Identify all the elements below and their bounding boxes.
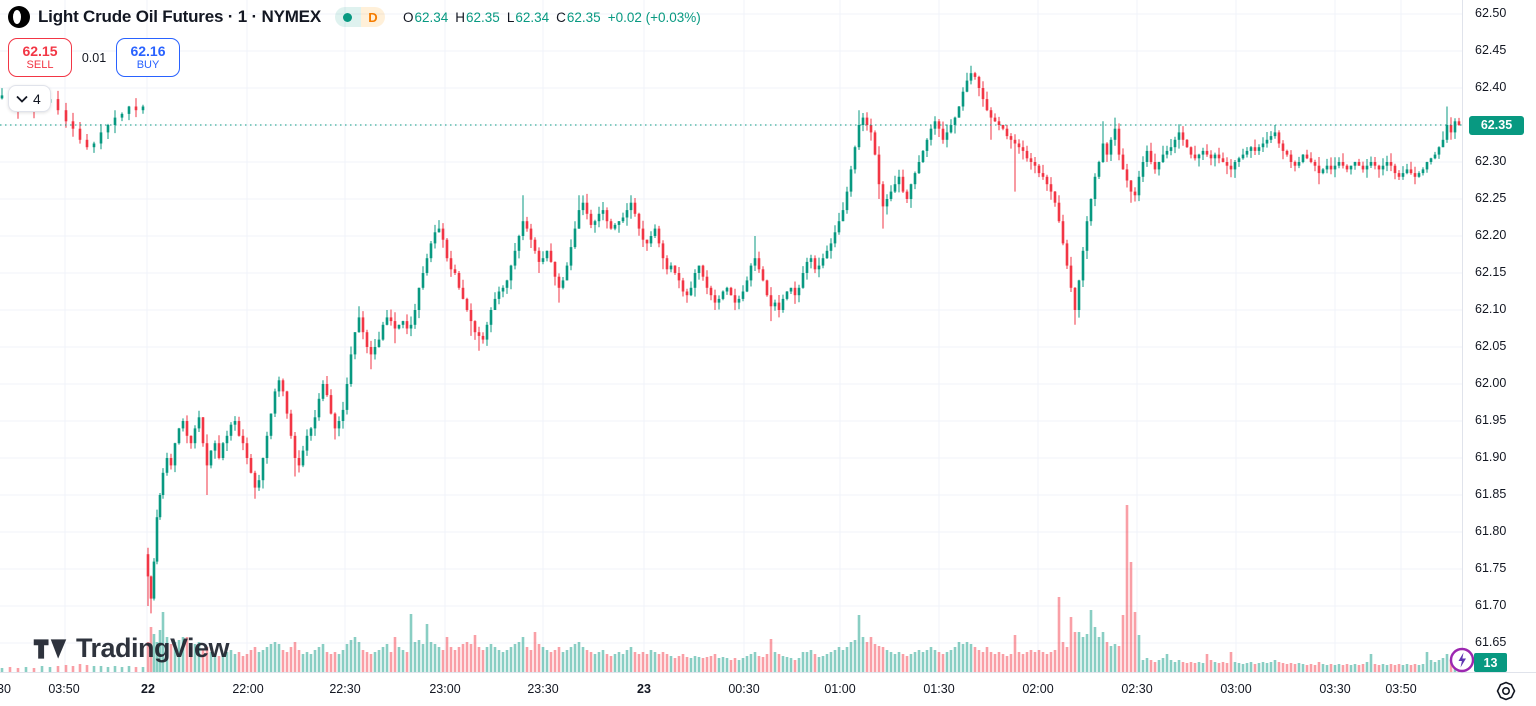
ohlc-item: C62.35 [556,9,601,25]
price-tick-label: 61.85 [1475,487,1507,501]
price-tick-label: 62.30 [1475,154,1507,168]
price-tick-label: 61.75 [1475,561,1507,575]
ohlc-item: H62.35 [455,9,500,25]
time-tick-label: 02:00 [1022,682,1054,696]
time-tick-label: 03:50 [1385,682,1417,696]
price-tick-label: 62.15 [1475,265,1507,279]
time-tick-label: 03:50 [48,682,80,696]
lightning-icon[interactable] [1449,647,1475,673]
price-tick-label: 62.20 [1475,228,1507,242]
buy-label: BUY [136,59,160,72]
buy-button[interactable]: 62.16 BUY [116,38,180,77]
price-tick-label: 62.40 [1475,80,1507,94]
time-tick-label: 22:30 [329,682,361,696]
gear-icon[interactable] [1496,681,1516,701]
time-tick-label: 22:00 [232,682,264,696]
time-tick-label: 00:30 [728,682,760,696]
candlestick-chart[interactable] [0,0,1462,672]
price-tick-label: 62.25 [1475,191,1507,205]
price-tick-label: 61.70 [1475,598,1507,612]
time-tick-label: 03:00 [1220,682,1252,696]
time-tick-label: 30 [0,682,11,696]
price-tick-label: 62.00 [1475,376,1507,390]
price-tick-label: 61.90 [1475,450,1507,464]
volume-badge: 13 [1474,653,1507,672]
price-tick-label: 62.45 [1475,43,1507,57]
time-tick-label: 03:30 [1319,682,1351,696]
tradingview-logo-icon [33,638,67,659]
price-tick-label: 61.95 [1475,413,1507,427]
time-tick-label: 01:30 [923,682,955,696]
current-price-badge: 62.35 [1469,115,1524,135]
time-tick-label: 23 [637,682,651,696]
indicators-count: 4 [33,90,41,107]
time-tick-label: 02:30 [1121,682,1153,696]
price-tick-label: 61.80 [1475,524,1507,538]
price-tick-label: 62.05 [1475,339,1507,353]
tradingview-watermark: TradingView [33,633,230,664]
chart-header: Light Crude Oil Futures · 1 · NYMEX D O6… [8,6,701,28]
sell-price: 62.15 [22,43,58,60]
sell-label: SELL [26,59,54,72]
time-tick-label: 23:00 [429,682,461,696]
buy-price: 62.16 [130,43,166,60]
indicators-collapsed-widget[interactable]: 4 [8,85,51,112]
time-tick-label: 01:00 [824,682,856,696]
time-tick-label: 23:30 [527,682,559,696]
price-axis[interactable]: 62.50 62.45 62.40 62.35 62.30 62.25 62.20 62.15… [1462,0,1536,672]
price-tick-label: 61.65 [1475,635,1507,649]
symbol-logo-icon [8,6,30,28]
delayed-data-badge: D [360,7,385,27]
market-status-pill[interactable]: D [334,7,385,27]
change-value: +0.02 (+0.03%) [607,9,701,25]
market-open-dot-icon [343,12,353,22]
ohlc-item: O62.34 [402,9,449,25]
spread-value: 0.01 [81,50,107,65]
time-axis[interactable]: 30 03:50 22 22:00 22:30 23:00 23:30 23 00:30 01:0… [0,672,1536,706]
tradingview-watermark-text: TradingView [76,633,230,663]
time-tick-label: 22 [141,682,155,696]
price-tick-label: 62.50 [1475,6,1507,20]
ohlc-values: O62.34 H62.35 L62.34 C62.35 +0.02 (+0.03%) [403,10,701,25]
ohlc-item: L62.34 [506,9,550,25]
chevron-down-icon [16,95,28,103]
sell-button[interactable]: 62.15 SELL [8,38,72,77]
price-tick-label: 62.10 [1475,302,1507,316]
trade-panel: 62.15 SELL 0.01 62.16 BUY [8,38,180,77]
symbol-title[interactable]: Light Crude Oil Futures · 1 · NYMEX [38,7,321,26]
